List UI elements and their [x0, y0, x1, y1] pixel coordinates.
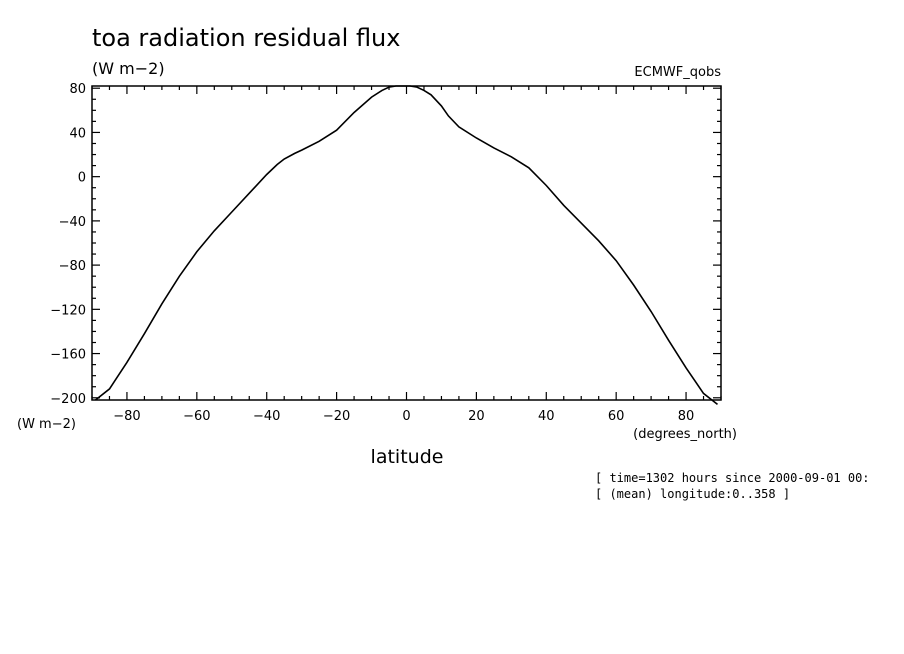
y-axis: 80 40 0 −40 −80 −120 −160 −200 — [50, 82, 721, 407]
x-axis-units: (degrees_north) — [633, 427, 737, 442]
y-tick-label: −160 — [50, 348, 86, 363]
x-tick-label: −60 — [183, 409, 210, 424]
x-tick-label: 40 — [538, 409, 555, 424]
x-tick-label: 80 — [678, 409, 695, 424]
footnote-longitude: [ (mean) longitude:0..358 ] — [595, 487, 790, 501]
x-axis-label: latitude — [371, 446, 444, 468]
y-tick-label: −80 — [59, 259, 86, 274]
x-tick-label: 0 — [402, 409, 410, 424]
y-tick-label: 80 — [69, 82, 86, 97]
dataset-label: ECMWF_qobs — [634, 65, 721, 80]
y-tick-label: 0 — [78, 171, 86, 186]
x-tick-label: 60 — [608, 409, 625, 424]
x-tick-label: −80 — [113, 409, 140, 424]
x-tick-label: −20 — [323, 409, 350, 424]
plot-frame — [91, 85, 722, 401]
chart-units-label: (W m−2) — [92, 59, 165, 78]
chart-title: toa radiation residual flux — [92, 24, 400, 52]
y-tick-label: 40 — [69, 126, 86, 141]
x-tick-label: 20 — [468, 409, 485, 424]
series-line — [95, 85, 718, 406]
y-tick-label: −40 — [59, 215, 86, 230]
y-tick-label: −200 — [50, 392, 86, 407]
y-tick-label: −120 — [50, 303, 86, 318]
y-axis-label: (W m−2) — [17, 417, 76, 432]
x-tick-label: −40 — [253, 409, 280, 424]
footnote-time: [ time=1302 hours since 2000-09-01 00: — [595, 471, 870, 485]
x-axis: −80 −60 −40 −20 0 20 40 60 80 — [91, 86, 722, 424]
